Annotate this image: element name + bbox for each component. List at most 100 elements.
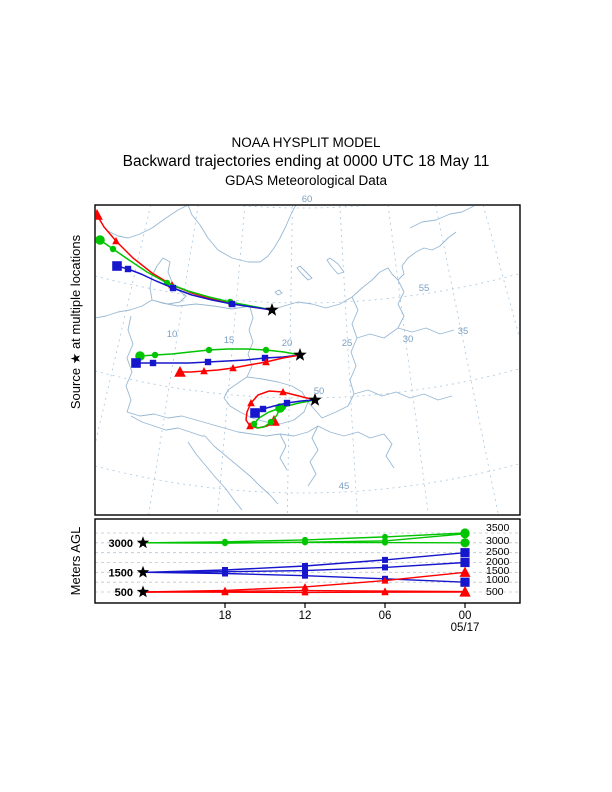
map-outline bbox=[126, 411, 385, 439]
map-outline bbox=[383, 433, 395, 469]
source-star-icon bbox=[136, 536, 150, 549]
map-outline bbox=[187, 441, 243, 511]
grid-label: 10 bbox=[167, 329, 178, 340]
grid-label: 30 bbox=[403, 334, 414, 345]
data-source-subtitle: GDAS Meteorological Data bbox=[225, 173, 388, 188]
start-height-label: 500 bbox=[115, 587, 133, 599]
trajectory-green bbox=[139, 348, 301, 357]
circle-marker bbox=[222, 540, 228, 547]
triangle-marker bbox=[247, 399, 255, 407]
square-marker bbox=[302, 572, 308, 579]
triangle-marker bbox=[381, 576, 389, 584]
date-label: 05/17 bbox=[451, 622, 480, 634]
circle-marker bbox=[267, 418, 275, 426]
map-outline bbox=[223, 376, 309, 425]
time-tick-label: 00 bbox=[459, 610, 472, 622]
latitude-gridline bbox=[95, 463, 520, 494]
source-star-icon bbox=[136, 585, 150, 598]
model-title: NOAA HYSPLIT MODEL bbox=[231, 135, 381, 150]
square-marker bbox=[460, 557, 470, 568]
map-outline bbox=[125, 315, 134, 413]
square-marker bbox=[283, 399, 291, 407]
triangle-marker bbox=[246, 422, 254, 430]
trajectory-red bbox=[96, 214, 273, 311]
square-marker bbox=[302, 563, 308, 569]
map-outline bbox=[130, 415, 205, 437]
map-outline bbox=[279, 433, 288, 471]
circle-marker bbox=[262, 346, 270, 354]
triangle-marker bbox=[459, 566, 471, 577]
map-grid-labels: 60 55 50 45 10 15 20 25 30 35 bbox=[167, 194, 469, 492]
triangle-marker bbox=[279, 388, 287, 396]
map-trajectories bbox=[95, 209, 322, 430]
triangle-marker bbox=[301, 583, 309, 590]
circle-marker bbox=[151, 351, 159, 359]
time-tick-label: 06 bbox=[379, 610, 392, 622]
triangle-marker bbox=[381, 587, 389, 595]
profile-series: 3000 1500 500 bbox=[109, 528, 471, 599]
map-outline bbox=[204, 435, 279, 505]
circle-marker bbox=[460, 529, 470, 539]
longitude-gridline bbox=[482, 205, 520, 338]
grid-label: 60 bbox=[302, 194, 313, 205]
circle-marker bbox=[250, 420, 258, 428]
square-marker bbox=[222, 570, 228, 577]
start-height-label: 3000 bbox=[109, 538, 133, 550]
map-outline bbox=[307, 425, 319, 487]
grid-label: 25 bbox=[342, 338, 353, 349]
trajectory-map-panel: 60 55 50 45 10 15 20 25 30 35 bbox=[94, 194, 521, 516]
map-coastlines bbox=[95, 205, 475, 511]
trajectory-blue bbox=[116, 265, 273, 311]
start-height-label: 1500 bbox=[109, 567, 133, 579]
source-star-icon bbox=[265, 303, 279, 316]
end-height-label: 1000 bbox=[486, 574, 510, 586]
end-height-label: 3000 bbox=[486, 535, 510, 547]
map-outline bbox=[353, 389, 453, 401]
triangle-marker bbox=[459, 585, 471, 597]
grid-label: 20 bbox=[282, 338, 293, 349]
map-outline bbox=[149, 257, 187, 305]
map-outline bbox=[246, 306, 254, 378]
map-outline bbox=[397, 279, 405, 329]
map-outline bbox=[274, 289, 283, 296]
map-graticule bbox=[95, 205, 520, 515]
triangle-marker bbox=[174, 366, 186, 377]
square-marker bbox=[261, 354, 269, 362]
triangle-marker bbox=[229, 364, 237, 372]
longitude-gridline bbox=[286, 205, 293, 515]
square-marker bbox=[228, 300, 236, 308]
grid-label: 35 bbox=[458, 326, 469, 337]
square-marker bbox=[382, 556, 388, 563]
trajectory-blue bbox=[136, 354, 301, 364]
title-block: NOAA HYSPLIT MODEL Backward trajectories… bbox=[123, 135, 490, 188]
circle-marker bbox=[460, 538, 470, 548]
map-outline bbox=[307, 296, 359, 419]
square-marker bbox=[204, 358, 212, 366]
map-outline bbox=[95, 231, 457, 319]
profile-frame bbox=[94, 518, 521, 604]
grid-label: 55 bbox=[419, 283, 430, 294]
map-outline bbox=[409, 205, 475, 229]
square-marker bbox=[382, 564, 388, 571]
triangle-marker bbox=[301, 586, 309, 594]
circle-marker bbox=[95, 235, 105, 245]
square-marker bbox=[169, 284, 177, 292]
source-star-icon bbox=[308, 393, 322, 406]
circle-marker bbox=[302, 539, 308, 546]
square-marker bbox=[302, 567, 308, 574]
triangle-marker bbox=[221, 587, 229, 595]
square-marker bbox=[131, 358, 141, 368]
square-marker bbox=[112, 261, 122, 271]
circle-marker bbox=[382, 537, 388, 544]
map-outline bbox=[296, 265, 313, 281]
map-outline bbox=[326, 257, 345, 275]
trajectory-red bbox=[180, 354, 301, 373]
triangle-marker bbox=[262, 358, 270, 366]
time-tick-label: 18 bbox=[219, 610, 232, 622]
longitude-gridline bbox=[148, 205, 199, 515]
map-frame bbox=[94, 204, 521, 516]
source-star-icon bbox=[293, 348, 307, 361]
time-tick-label: 12 bbox=[299, 610, 312, 622]
